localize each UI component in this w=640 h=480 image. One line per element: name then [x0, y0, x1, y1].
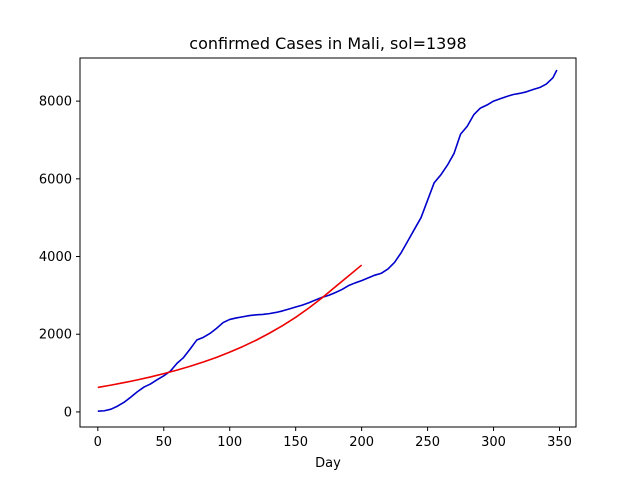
axes-frame — [79, 57, 577, 428]
x-axis-ticks: 0 50 100 150 200 250 300 350 — [94, 427, 572, 450]
series-layer — [97, 69, 558, 412]
y-axis-ticks: 0 2000 4000 6000 8000 — [39, 95, 80, 420]
series-line-1 — [97, 69, 558, 412]
y-tick-label: 6000 — [39, 172, 72, 187]
chart-title: confirmed Cases in Mali, sol=1398 — [189, 34, 466, 53]
x-tick-label: 250 — [415, 435, 440, 450]
x-tick-label: 300 — [481, 435, 506, 450]
x-tick-label: 350 — [547, 435, 572, 450]
y-tick-label: 0 — [64, 405, 72, 420]
y-tick-label: 8000 — [39, 95, 72, 110]
y-tick-label: 2000 — [39, 328, 72, 343]
x-tick-label: 200 — [349, 435, 374, 450]
x-tick-label: 50 — [155, 435, 172, 450]
x-axis-label: Day — [315, 456, 341, 471]
x-tick-label: 100 — [217, 435, 242, 450]
x-tick-label: 150 — [283, 435, 308, 450]
series-line-2 — [97, 264, 363, 389]
x-tick-label: 0 — [94, 435, 102, 450]
plot-area: 0 50 100 150 200 250 300 350 0 2000 4000 6000 8000 — [39, 57, 577, 450]
y-tick-label: 4000 — [39, 250, 72, 265]
